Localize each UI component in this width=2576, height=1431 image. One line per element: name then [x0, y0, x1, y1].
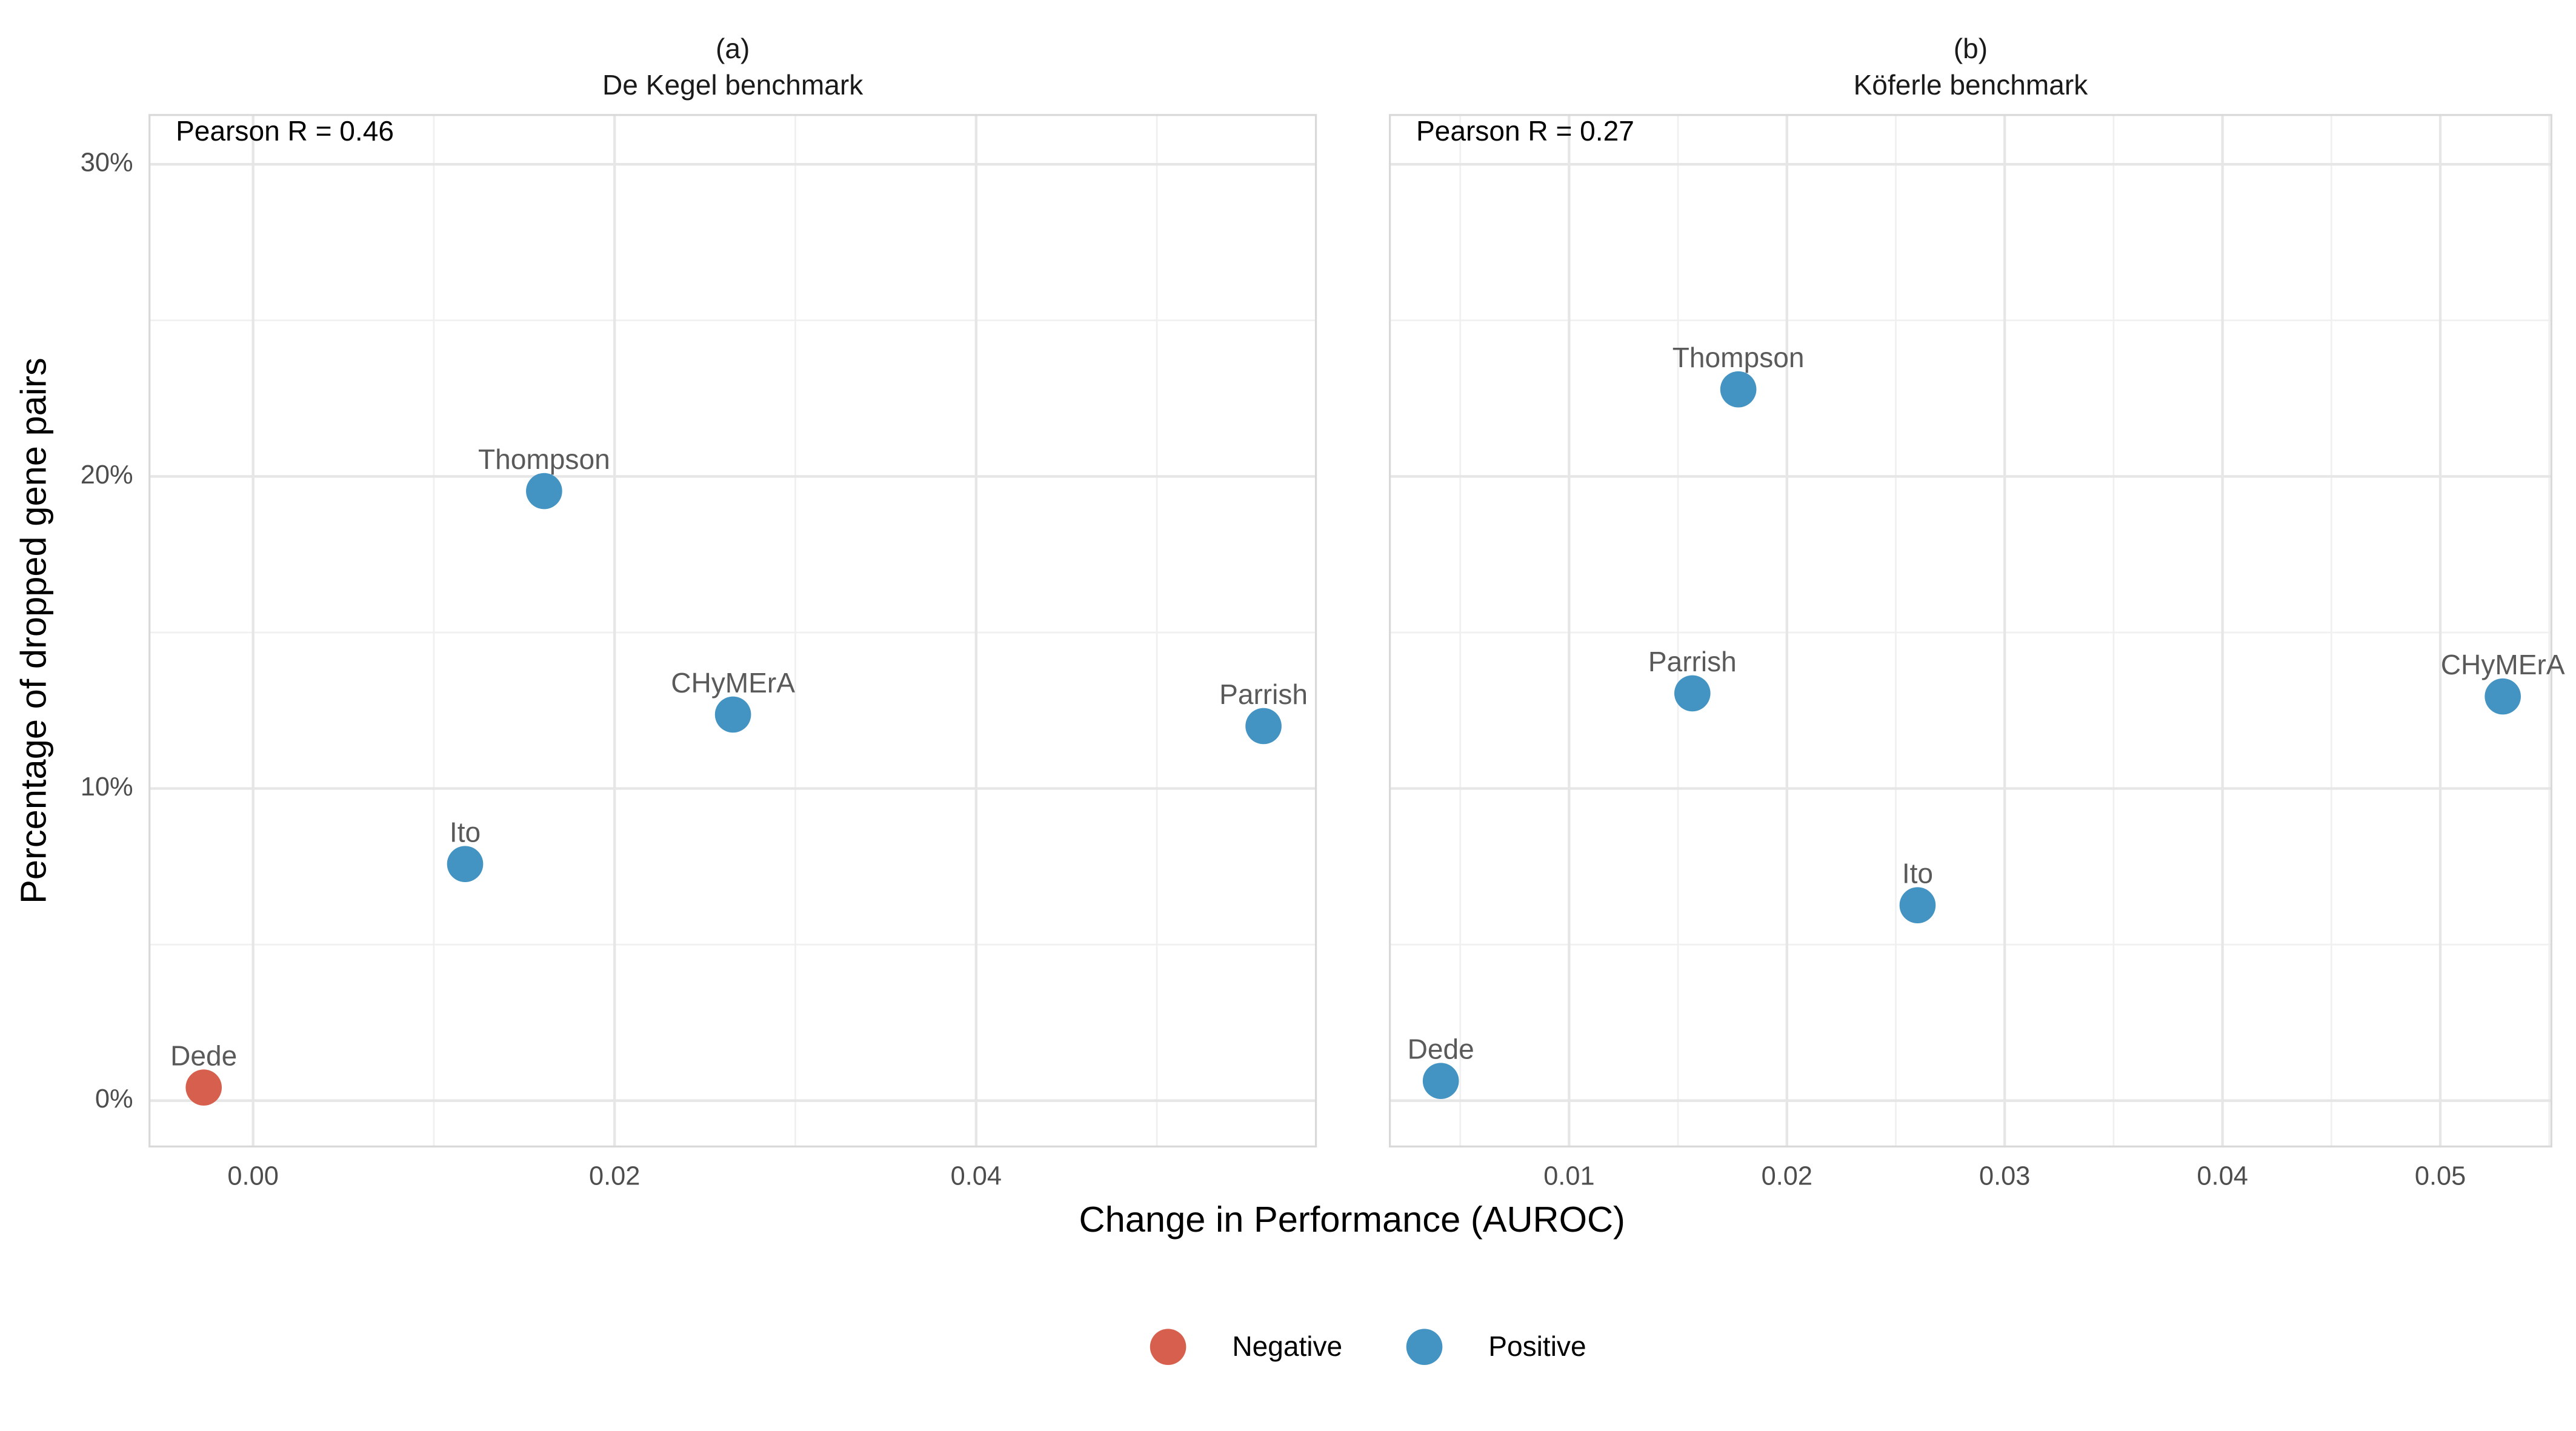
point — [1422, 1063, 1459, 1100]
x-tick-label: 0.02 — [1762, 1161, 1812, 1190]
y-tick-label: 0% — [95, 1084, 133, 1114]
panel-border — [1388, 114, 2552, 1148]
panel-border — [148, 114, 1317, 1148]
annotation: Pearson R = 0.46 — [176, 115, 394, 147]
point — [1245, 708, 1282, 745]
point-label: Parrish — [1648, 646, 1737, 677]
point-label: Ito — [1902, 858, 1933, 889]
point — [447, 846, 484, 883]
point-label: Dede — [1408, 1034, 1474, 1065]
point-label: Thompson — [478, 443, 610, 475]
point — [1899, 887, 1936, 924]
panel-subtitle: De Kegel benchmark — [602, 69, 864, 101]
point — [185, 1069, 222, 1106]
annotation: Pearson R = 0.27 — [1416, 115, 1634, 147]
x-tick-label: 0.03 — [1979, 1161, 2030, 1190]
point-label: Ito — [450, 817, 481, 848]
point-label: CHyMErA — [671, 667, 795, 699]
panel-title: (a) — [716, 33, 750, 64]
x-axis-title: Change in Performance (AUROC) — [1079, 1199, 1625, 1240]
y-tick-label: 30% — [81, 148, 133, 178]
point — [2484, 678, 2521, 715]
point-label: Dede — [170, 1040, 237, 1071]
legend-label: Positive — [1488, 1330, 1586, 1362]
y-tick-label: 10% — [81, 772, 133, 802]
x-tick-label: 0.02 — [589, 1161, 640, 1190]
y-tick-label: 20% — [81, 460, 133, 490]
panel-title: (b) — [1954, 33, 1988, 64]
point — [1720, 371, 1757, 408]
x-tick-label: 0.04 — [951, 1161, 1002, 1190]
legend-swatch — [1150, 1329, 1186, 1365]
point-label: Thompson — [1672, 342, 1805, 373]
point-label: Parrish — [1219, 679, 1308, 710]
x-tick-label: 0.04 — [2197, 1161, 2248, 1190]
point — [714, 696, 751, 733]
legend-swatch — [1406, 1329, 1443, 1365]
point — [1674, 675, 1711, 712]
y-axis-title: Percentage of dropped gene pairs — [13, 357, 53, 904]
x-tick-label: 0.01 — [1543, 1161, 1594, 1190]
x-tick-label: 0.00 — [227, 1161, 278, 1190]
point-label: CHyMErA — [2441, 649, 2565, 680]
x-tick-label: 0.05 — [2415, 1161, 2466, 1190]
legend-label: Negative — [1232, 1330, 1342, 1362]
point — [526, 473, 562, 510]
panel-subtitle: Köferle benchmark — [1854, 69, 2089, 101]
